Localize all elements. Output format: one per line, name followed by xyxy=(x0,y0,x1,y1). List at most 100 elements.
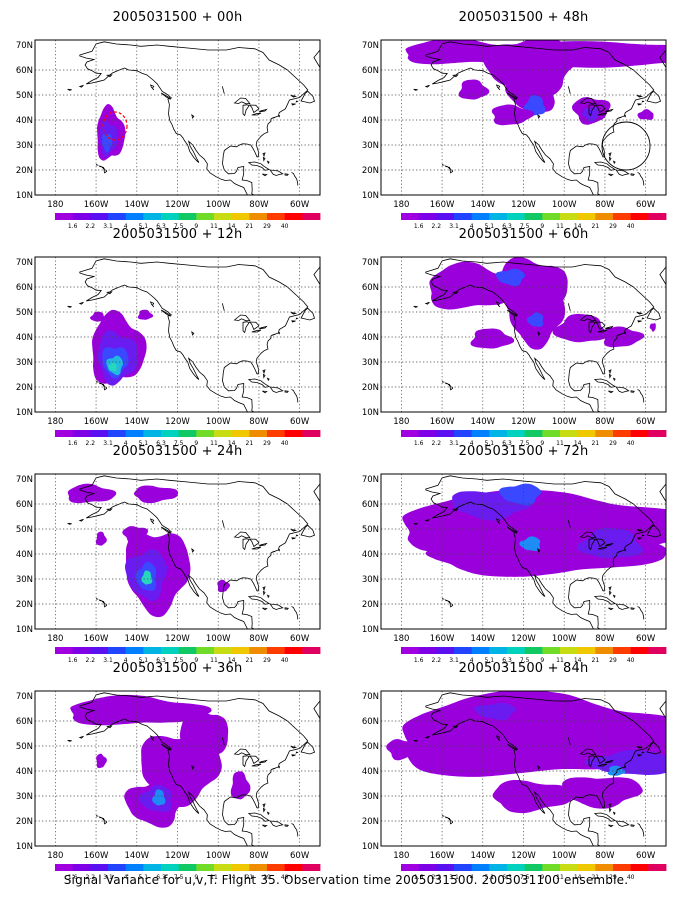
island-outline xyxy=(608,607,614,611)
island-outline xyxy=(612,811,616,816)
lake-outline xyxy=(259,542,268,547)
variance-contour xyxy=(133,485,179,504)
colorbar-label: 7.5 xyxy=(520,440,530,445)
colorbar-label: 29 xyxy=(263,223,271,228)
colorbar-swatch xyxy=(284,864,303,871)
colorbar-label: 4 xyxy=(470,440,474,445)
colorbar-swatch xyxy=(507,647,526,654)
latitude-label: 20N xyxy=(16,166,33,176)
lake-outline xyxy=(221,303,225,311)
variance-contour xyxy=(429,261,521,310)
colorbar-label: 2.2 xyxy=(432,657,442,662)
longitude-label: 100W xyxy=(206,200,231,210)
latitude-label: 60N xyxy=(16,717,33,727)
longitude-label: 160W xyxy=(430,634,455,644)
colorbar-swatch xyxy=(577,213,596,220)
colorbar-swatch xyxy=(436,647,455,654)
latitude-label: 30N xyxy=(362,141,379,151)
colorbar-swatch xyxy=(577,647,596,654)
island-outline xyxy=(641,100,645,103)
colorbar-label: 11 xyxy=(210,874,218,879)
colorbar-swatch xyxy=(436,864,455,871)
colorbar-label: 3.1 xyxy=(103,440,113,445)
island-outline xyxy=(413,88,418,91)
colorbar-swatch xyxy=(302,647,321,654)
lake-outline xyxy=(251,329,262,333)
latitude-label: 10N xyxy=(362,408,379,418)
greenland-outline xyxy=(621,40,666,68)
longitude-label: 160W xyxy=(84,851,109,861)
island-outline xyxy=(271,116,276,119)
map-plot: 70N 60N 50N 40N 30N 20N 10N 180 160W 140W 120W 100W… xyxy=(16,39,321,228)
colorbar-swatch xyxy=(249,430,268,437)
island-outline xyxy=(271,333,276,336)
colorbar-swatch xyxy=(613,430,632,437)
island-outline xyxy=(441,598,445,600)
colorbar-label: 7.5 xyxy=(520,657,530,662)
island-outline xyxy=(262,390,268,394)
island-outline xyxy=(160,743,171,751)
island-outline xyxy=(291,537,296,540)
latitude-label: 50N xyxy=(16,91,33,101)
colorbar-swatch xyxy=(471,213,490,220)
colorbar-swatch xyxy=(595,647,614,654)
continent-outline xyxy=(425,258,655,412)
colorbar-label: 1.6 xyxy=(414,657,424,662)
lake-outline xyxy=(221,86,225,94)
lake-outline xyxy=(567,737,571,745)
island-outline xyxy=(269,820,284,827)
longitude-label: 60W xyxy=(290,634,310,644)
colorbar-label: 40 xyxy=(627,223,635,228)
colorbar-label: 9 xyxy=(540,657,544,662)
map-panel-00h: 2005031500 + 00h 70N 60N 50N 40N 30N 20N 10N 18… xyxy=(0,10,340,228)
lake-outline xyxy=(579,97,597,105)
colorbar-swatch xyxy=(161,430,180,437)
colorbar-swatch xyxy=(196,430,215,437)
colorbar-swatch xyxy=(249,213,268,220)
colorbar-swatch xyxy=(72,430,91,437)
greenland-outline xyxy=(621,257,666,285)
longitude-label: 60W xyxy=(290,851,310,861)
lake-outline xyxy=(242,321,250,334)
island-outline xyxy=(295,317,299,320)
island-outline xyxy=(612,160,616,165)
island-outline xyxy=(646,307,661,321)
lake-outline xyxy=(537,331,541,336)
greenland-outline xyxy=(621,474,666,502)
latitude-label: 30N xyxy=(362,792,379,802)
longitude-label: 60W xyxy=(636,200,656,210)
island-outline xyxy=(637,389,645,403)
colorbar-swatch xyxy=(55,647,74,654)
longitude-label: 120W xyxy=(511,634,536,644)
colorbar-swatch xyxy=(507,864,526,871)
island-outline xyxy=(612,594,616,599)
colorbar-swatch xyxy=(231,864,250,871)
island-outline xyxy=(266,160,270,165)
island-outline xyxy=(506,92,517,100)
colorbar-swatch xyxy=(648,430,667,437)
island-outline xyxy=(506,526,517,534)
colorbar-swatch xyxy=(454,430,473,437)
longitude-label: 100W xyxy=(552,200,577,210)
lake-outline xyxy=(579,531,597,539)
colorbar-swatch xyxy=(214,864,233,871)
island-outline xyxy=(448,167,452,170)
island-outline xyxy=(300,741,315,755)
latitude-label: 70N xyxy=(362,41,379,51)
variance-contour xyxy=(122,526,149,544)
variance-contour xyxy=(473,702,517,720)
colorbar-swatch xyxy=(267,430,286,437)
variance-contour xyxy=(668,327,686,348)
colorbar-label: 5.1 xyxy=(139,874,149,879)
latitude-label: 10N xyxy=(362,842,379,852)
island-outline xyxy=(448,384,452,387)
island-outline xyxy=(102,601,106,604)
colorbar-swatch xyxy=(249,647,268,654)
island-outline xyxy=(624,548,627,552)
colorbar-swatch xyxy=(560,213,579,220)
colorbar-label: 29 xyxy=(263,874,271,879)
longitude-label: 180 xyxy=(393,634,409,644)
latitude-label: 20N xyxy=(16,817,33,827)
colorbar-label: 21 xyxy=(592,657,600,662)
colorbar-swatch xyxy=(178,864,197,871)
